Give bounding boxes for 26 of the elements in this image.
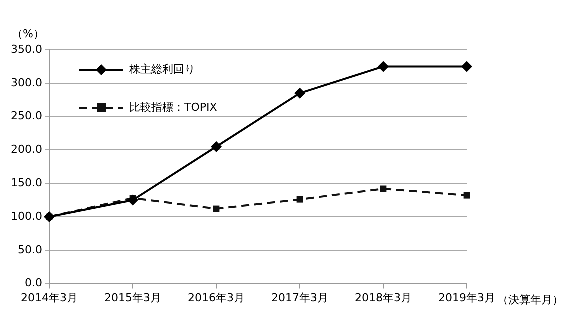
- point: [296, 196, 304, 203]
- point: [210, 141, 222, 152]
- point: [462, 61, 472, 72]
- y-tick-label: 300.0: [10, 76, 42, 90]
- y-axis-title: （%）: [12, 27, 44, 40]
- legend-label: 株主総利回り: [128, 62, 196, 76]
- x-tick-label: 2014年3月: [20, 291, 78, 304]
- x-tick-label: 2016年3月: [188, 291, 245, 304]
- x-axis-title: （決算年月）: [497, 294, 564, 307]
- point: [464, 192, 470, 199]
- point: [294, 88, 306, 99]
- point: [127, 194, 138, 206]
- legend-label: 比較指標：TOPIX: [129, 100, 218, 114]
- point: [378, 61, 389, 72]
- x-tick-label: 2015年3月: [104, 291, 162, 304]
- point: [44, 212, 55, 222]
- y-tick-label: 100.0: [10, 210, 42, 223]
- x-tick-label: 2019年3月: [438, 291, 496, 304]
- y-tick-label: 200.0: [10, 143, 42, 156]
- y-tick-label: 0.0: [24, 276, 42, 290]
- y-tick-label: 250.0: [10, 110, 42, 123]
- x-tick-label: 2018年3月: [355, 291, 412, 304]
- y-tick-label: 350.0: [10, 42, 42, 56]
- y-tick-label: 150.0: [10, 176, 42, 190]
- y-tick-label: 50.0: [18, 243, 42, 256]
- x-tick-label: 2017年3月: [271, 291, 328, 304]
